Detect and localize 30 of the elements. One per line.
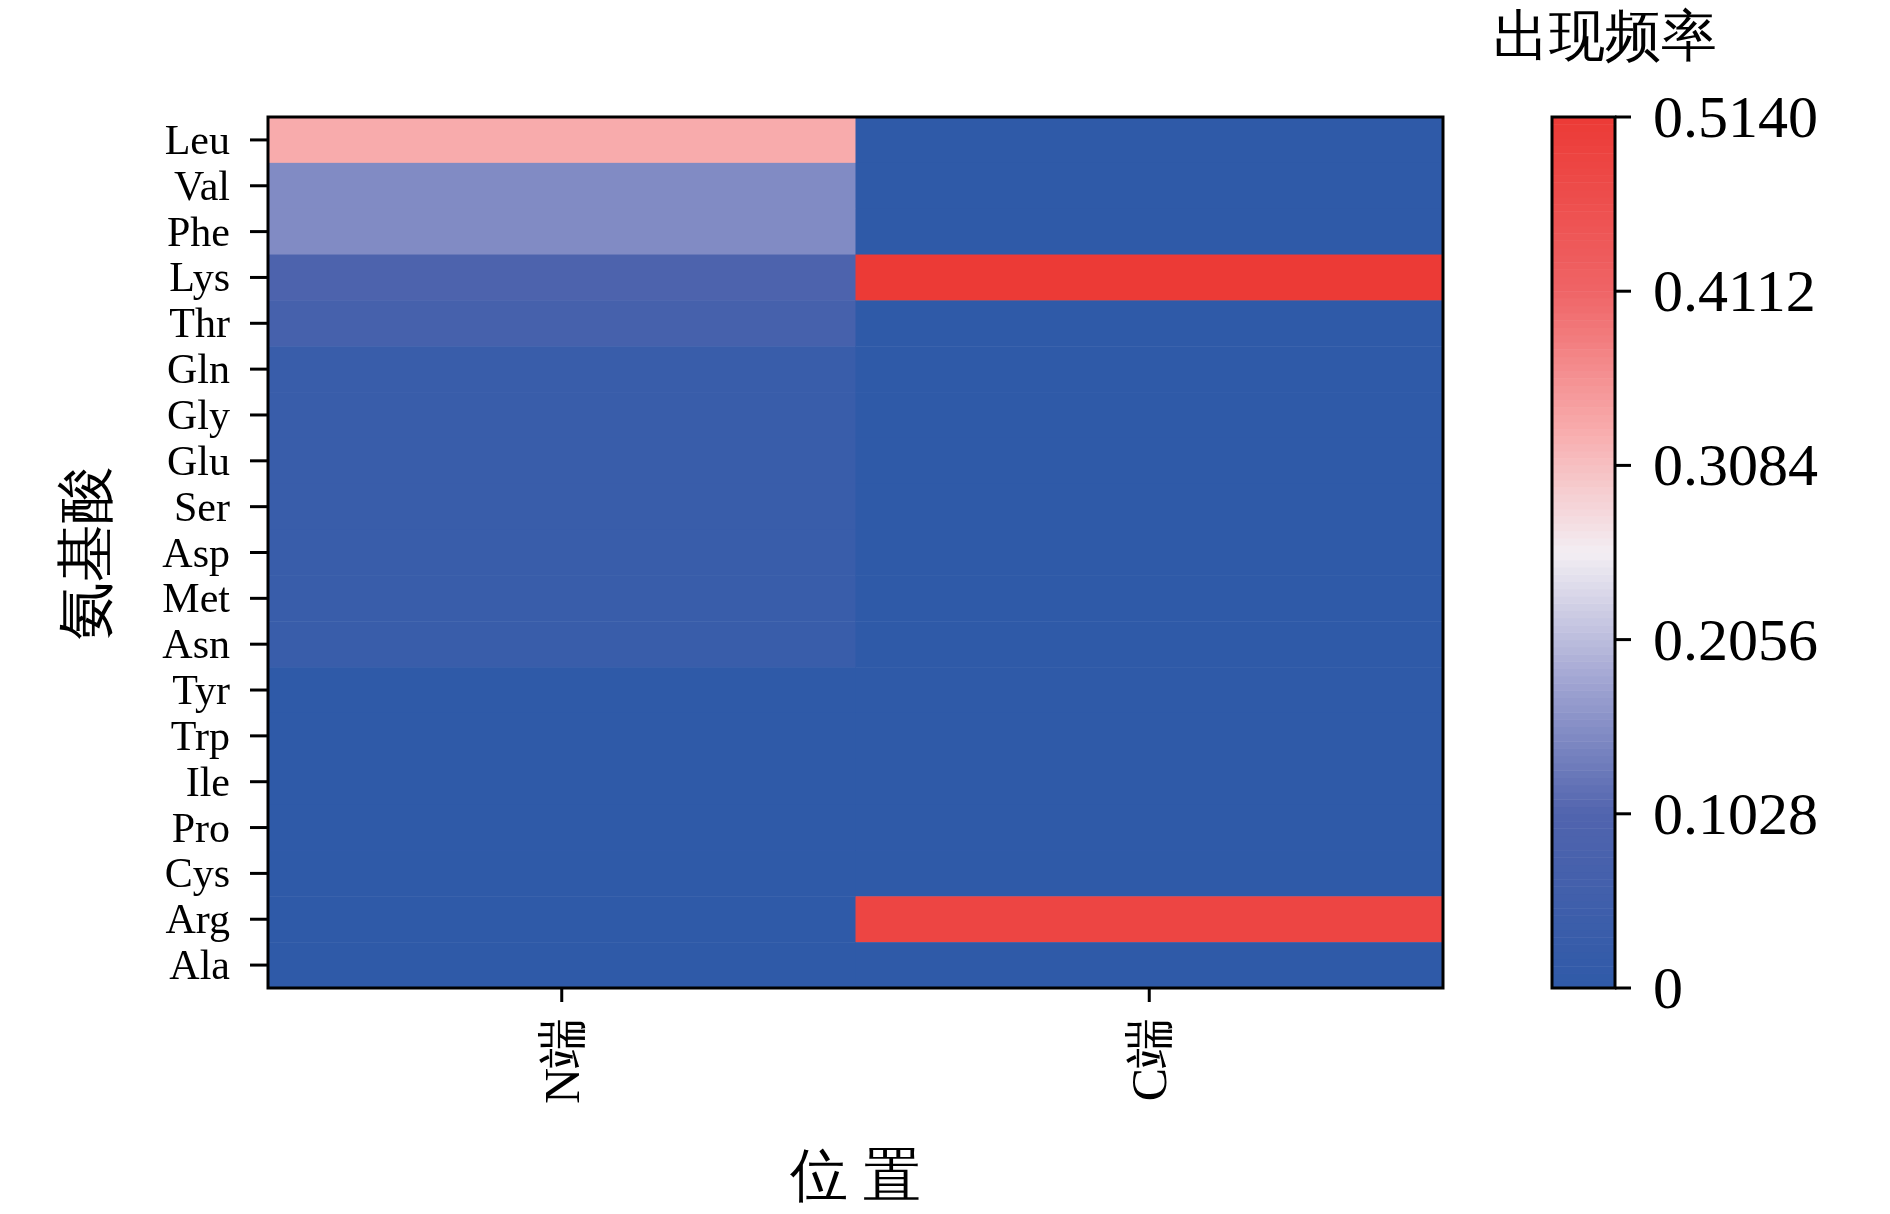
x-tick-label: C端: [1121, 1018, 1178, 1102]
y-tick-label: Phe: [167, 208, 230, 255]
color-bar-label: 0.2056: [1653, 606, 1818, 673]
y-tick-label: Glu: [167, 437, 230, 484]
y-tick-label: Trp: [170, 712, 230, 759]
color-bar-label: 0.4112: [1653, 258, 1816, 325]
y-tick-label: Thr: [169, 300, 230, 347]
x-tick-label: N端: [533, 1018, 590, 1105]
y-tick-label: Arg: [165, 896, 230, 943]
y-tick-label: Lys: [169, 254, 230, 301]
y-tick-label: Asp: [162, 529, 230, 576]
y-tick-label: Asn: [162, 621, 230, 668]
y-tick-label: Ala: [169, 942, 231, 989]
color-bar-label: 0.3084: [1653, 432, 1818, 499]
color-bar-label: 0.1028: [1653, 780, 1818, 847]
y-tick-label: Ile: [185, 758, 230, 805]
y-tick-label: Pro: [171, 804, 230, 851]
y-tick-label: Gln: [167, 346, 230, 393]
x-axis-title: 位 置: [790, 1143, 921, 1208]
color-bar-title: 出现频率: [1493, 5, 1717, 67]
color-bar-label: 0: [1653, 955, 1683, 1021]
y-tick-label: Tyr: [172, 667, 230, 714]
y-tick-label: Gly: [167, 391, 230, 438]
y-tick-label: Leu: [164, 116, 230, 163]
color-bar-label: 0.5140: [1653, 84, 1818, 150]
y-tick-label: Cys: [164, 850, 230, 897]
y-tick-label: Met: [162, 575, 231, 622]
y-tick-label: Ser: [174, 483, 230, 530]
y-axis-title: 氨基酸: [53, 465, 118, 640]
y-tick-label: Val: [174, 162, 230, 209]
